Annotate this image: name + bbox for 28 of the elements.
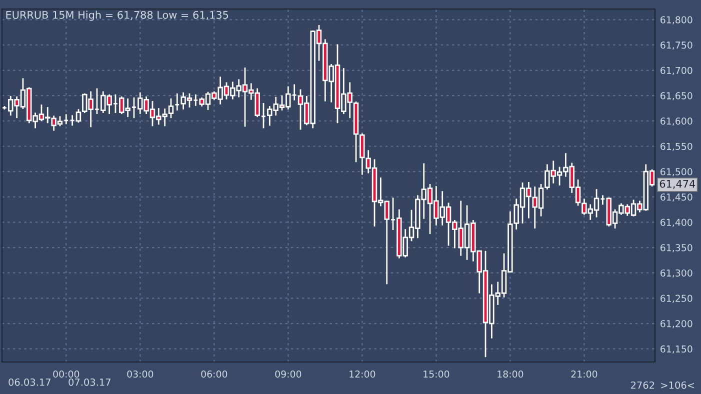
y-tick-label: 61,550 — [660, 142, 692, 151]
x-tick-label: 21:00 — [571, 370, 598, 378]
x-tick-label: 18:00 — [498, 370, 524, 378]
y-tick-label: 61,450 — [660, 193, 692, 202]
y-tick-label: 61,800 — [660, 16, 692, 24]
y-tick-label: 61,650 — [660, 92, 692, 100]
x-tick-label: 00:00 — [53, 370, 80, 378]
chart-title: EURRUB 15M High = 61,788 Low = 61,135 — [6, 10, 228, 21]
y-tick-label: 61,700 — [660, 66, 692, 75]
y-tick-label: 61,150 — [660, 345, 692, 354]
y-tick-label: 61,400 — [660, 218, 692, 227]
x-tick-label: 09:00 — [275, 370, 302, 378]
y-tick-label: 61,200 — [660, 320, 692, 328]
x-tick-label: 06:00 — [201, 370, 228, 378]
y-tick-label: 61,500 — [660, 168, 692, 176]
y-tick-label: 61,750 — [660, 42, 692, 50]
text: 2762 — [630, 381, 654, 389]
y-tick-label: 61,600 — [660, 118, 692, 126]
y-tick-label: 61,300 — [660, 269, 692, 278]
x-tick-label: 15:00 — [424, 370, 450, 378]
x-tick-label: 03:00 — [127, 370, 154, 378]
text: >106< — [661, 381, 694, 389]
text: 07.03.17 — [68, 378, 110, 386]
annotation: 61,474 — [660, 180, 696, 189]
x-tick-label: 12:00 — [350, 370, 376, 378]
y-tick-label: 61,250 — [660, 294, 692, 303]
text: 06.03.17 — [8, 378, 50, 386]
y-tick-label: 61,350 — [660, 244, 692, 252]
